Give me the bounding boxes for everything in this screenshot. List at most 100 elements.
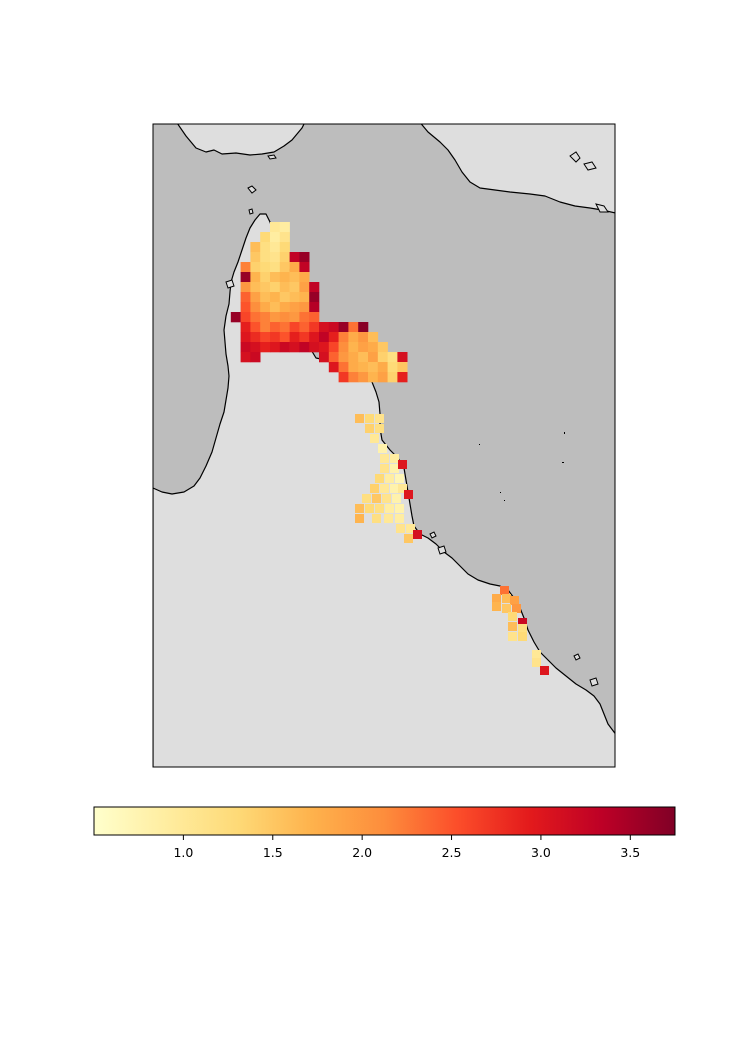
reef-dot (500, 492, 501, 493)
colorbar-ticks: 1.0 1.5 2.0 2.5 3.0 3.5 (173, 835, 640, 860)
heat-cell (368, 332, 379, 343)
heat-cell (260, 312, 271, 323)
heat-cell (299, 252, 310, 263)
heat-cell (348, 352, 359, 363)
heat-cell (299, 342, 310, 353)
heat-cell (240, 342, 251, 353)
heat-cell (250, 322, 261, 333)
island-2 (248, 208, 254, 215)
heat-cell (299, 312, 310, 323)
heat-cell (240, 292, 251, 303)
heat-cell (377, 372, 388, 383)
heat-cell (338, 342, 349, 353)
heat-cell (299, 292, 310, 303)
heat-cell (508, 622, 517, 631)
heat-cell (299, 272, 310, 283)
heat-cell (260, 302, 271, 313)
heat-cell (390, 464, 399, 473)
heat-cell (240, 282, 251, 293)
island-1 (247, 185, 257, 194)
heat-cell (398, 484, 407, 493)
heat-cell (377, 342, 388, 353)
heat-cell (250, 352, 261, 363)
heat-cell (250, 332, 261, 343)
heat-cell (250, 292, 261, 303)
heat-cell (378, 444, 387, 453)
island-6 (595, 203, 609, 213)
heat-cell (358, 372, 369, 383)
heat-cell (260, 252, 271, 263)
heat-cell (279, 342, 290, 353)
heat-cell (309, 322, 320, 333)
heat-cell (240, 272, 251, 283)
heat-cell (319, 332, 330, 343)
heat-cell (355, 504, 364, 513)
heat-cell (348, 372, 359, 383)
heat-cell (270, 242, 281, 253)
heat-cell (270, 322, 281, 333)
heat-cell (270, 222, 281, 233)
heat-cell (404, 534, 413, 543)
heat-cell (240, 322, 251, 333)
heat-cell (279, 282, 290, 293)
heat-cell (279, 232, 290, 243)
heat-cell (240, 352, 251, 363)
heat-cell (289, 312, 300, 323)
heat-cell (309, 312, 320, 323)
reef-dots (479, 432, 565, 501)
heat-cell (250, 282, 261, 293)
heat-cell (390, 484, 399, 493)
heat-cell (387, 352, 398, 363)
heat-cell (279, 242, 290, 253)
heat-cell (375, 424, 384, 433)
heat-cell (279, 312, 290, 323)
heat-cell (270, 232, 281, 243)
colorbar-tick-label: 2.0 (352, 845, 372, 860)
heat-cell (240, 302, 251, 313)
colorbar-tick-label: 2.5 (442, 845, 462, 860)
heat-cell (240, 312, 251, 323)
reef-dot (562, 462, 564, 463)
heat-cell (270, 302, 281, 313)
heat-cell (375, 414, 384, 423)
heat-cell (289, 322, 300, 333)
heat-cell (250, 312, 261, 323)
heat-cell (385, 504, 394, 513)
heat-cell (319, 352, 330, 363)
heat-cell (375, 474, 384, 483)
heat-cell (532, 658, 541, 667)
heat-cell (279, 262, 290, 273)
colorbar-tick-label: 1.5 (263, 845, 283, 860)
heat-cell (328, 322, 339, 333)
heat-cell (368, 342, 379, 353)
heat-cell (260, 242, 271, 253)
heat-cell (397, 362, 408, 373)
heat-cell (279, 302, 290, 313)
heat-cell (289, 252, 300, 263)
heat-cell (397, 352, 408, 363)
heat-cell (270, 262, 281, 273)
heat-cell (338, 352, 349, 363)
heat-cell (382, 494, 391, 503)
heat-cell (508, 612, 517, 621)
reef-dot (564, 432, 565, 434)
heat-cell (375, 504, 384, 513)
island-8 (437, 545, 447, 555)
heat-cell (299, 302, 310, 313)
heat-cell (395, 504, 404, 513)
heat-cell (390, 454, 399, 463)
island-10 (589, 677, 599, 687)
heat-cell (397, 372, 408, 383)
heat-cell (387, 372, 398, 383)
heat-cell (370, 434, 379, 443)
island-3 (267, 154, 277, 160)
heat-cell (270, 292, 281, 303)
heat-cell (279, 252, 290, 263)
heat-cell (385, 474, 394, 483)
map-frame (152, 123, 616, 768)
heat-cell (377, 352, 388, 363)
heat-cell (240, 262, 251, 273)
island-7 (429, 531, 437, 539)
colorbar-tick-label: 3.5 (620, 845, 640, 860)
heat-cell (260, 232, 271, 243)
